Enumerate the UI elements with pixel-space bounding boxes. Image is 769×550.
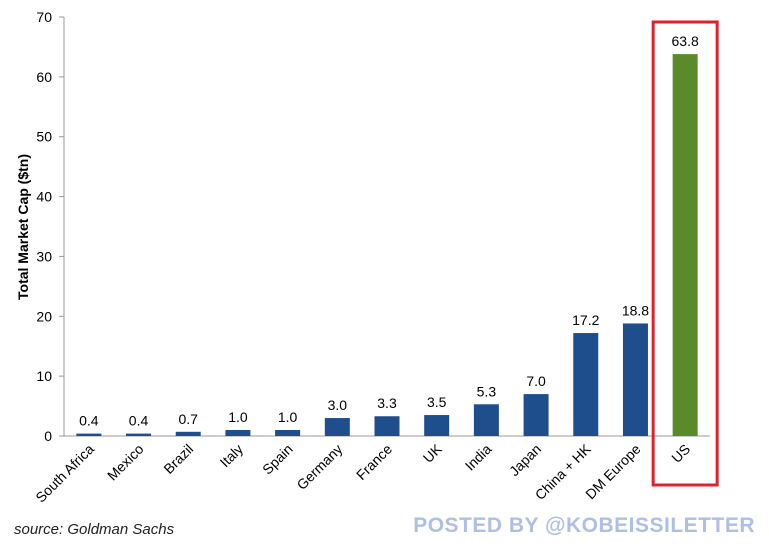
- y-tick-label: 30: [36, 248, 52, 264]
- bar-value-label: 63.8: [672, 33, 699, 49]
- y-tick-label: 60: [36, 69, 52, 85]
- y-tick-label: 10: [36, 368, 52, 384]
- watermark: POSTED BY @KOBEISSILETTER: [413, 514, 755, 537]
- bar-value-label: 0.4: [129, 413, 149, 429]
- bar-value-label: 5.3: [477, 383, 497, 399]
- x-tick-label: Italy: [217, 441, 246, 470]
- bar-value-label: 17.2: [572, 312, 599, 328]
- bar: [225, 430, 251, 436]
- x-tick-label: Japan: [506, 441, 544, 479]
- y-axis: 0 10 20 30 40 50 60 70: [36, 9, 710, 444]
- highlight-box: [651, 20, 719, 487]
- x-tick-label: UK: [420, 440, 446, 466]
- bar-value-label: 1.0: [278, 409, 298, 425]
- bar: [324, 418, 350, 436]
- y-axis-title: Total Market Cap ($tn): [15, 154, 31, 300]
- bar: [523, 394, 549, 436]
- bar: [573, 333, 599, 436]
- bar: [76, 433, 102, 436]
- x-tick-label: Brazil: [160, 441, 196, 477]
- bar: [374, 416, 400, 436]
- bar-value-label: 3.0: [328, 397, 348, 413]
- bar-value-label: 1.0: [228, 409, 248, 425]
- bar: [672, 54, 698, 437]
- bar-value-label: 3.3: [377, 395, 397, 411]
- value-labels: 0.4 0.4 0.7 1.0 1.0 3.0 3.3 3.5 5.3 7.0 17.2 18.8 63…: [79, 33, 699, 428]
- source-note: source: Goldman Sachs: [14, 521, 175, 538]
- y-tick-label: 0: [44, 428, 52, 444]
- bar-value-label: 7.0: [526, 373, 546, 389]
- x-tick-label: Spain: [259, 441, 296, 478]
- bar: [622, 323, 648, 436]
- x-tick-label: South Africa: [32, 441, 97, 506]
- bar: [275, 430, 301, 436]
- bar-value-label: 18.8: [622, 302, 649, 318]
- bar-value-label: 0.4: [79, 413, 99, 429]
- y-tick-label: 70: [36, 9, 52, 25]
- x-tick-label: Mexico: [104, 441, 147, 484]
- x-tick-label: India: [462, 441, 495, 474]
- y-tick-label: 40: [36, 189, 52, 205]
- y-tick-label: 50: [36, 129, 52, 145]
- bar-value-label: 3.5: [427, 394, 447, 410]
- x-tick-label: US: [668, 441, 693, 466]
- bar: [175, 431, 201, 436]
- x-axis-labels: South Africa Mexico Brazil Italy SpainGerman…: [32, 440, 693, 505]
- bars: [76, 20, 719, 487]
- bar: [424, 415, 450, 436]
- x-tick-label: France: [353, 441, 395, 483]
- bar-value-label: 0.7: [178, 411, 198, 427]
- x-tick-label: Germany: [293, 441, 345, 493]
- y-tick-label: 20: [36, 308, 52, 324]
- bar: [126, 433, 152, 436]
- bar: [473, 404, 499, 436]
